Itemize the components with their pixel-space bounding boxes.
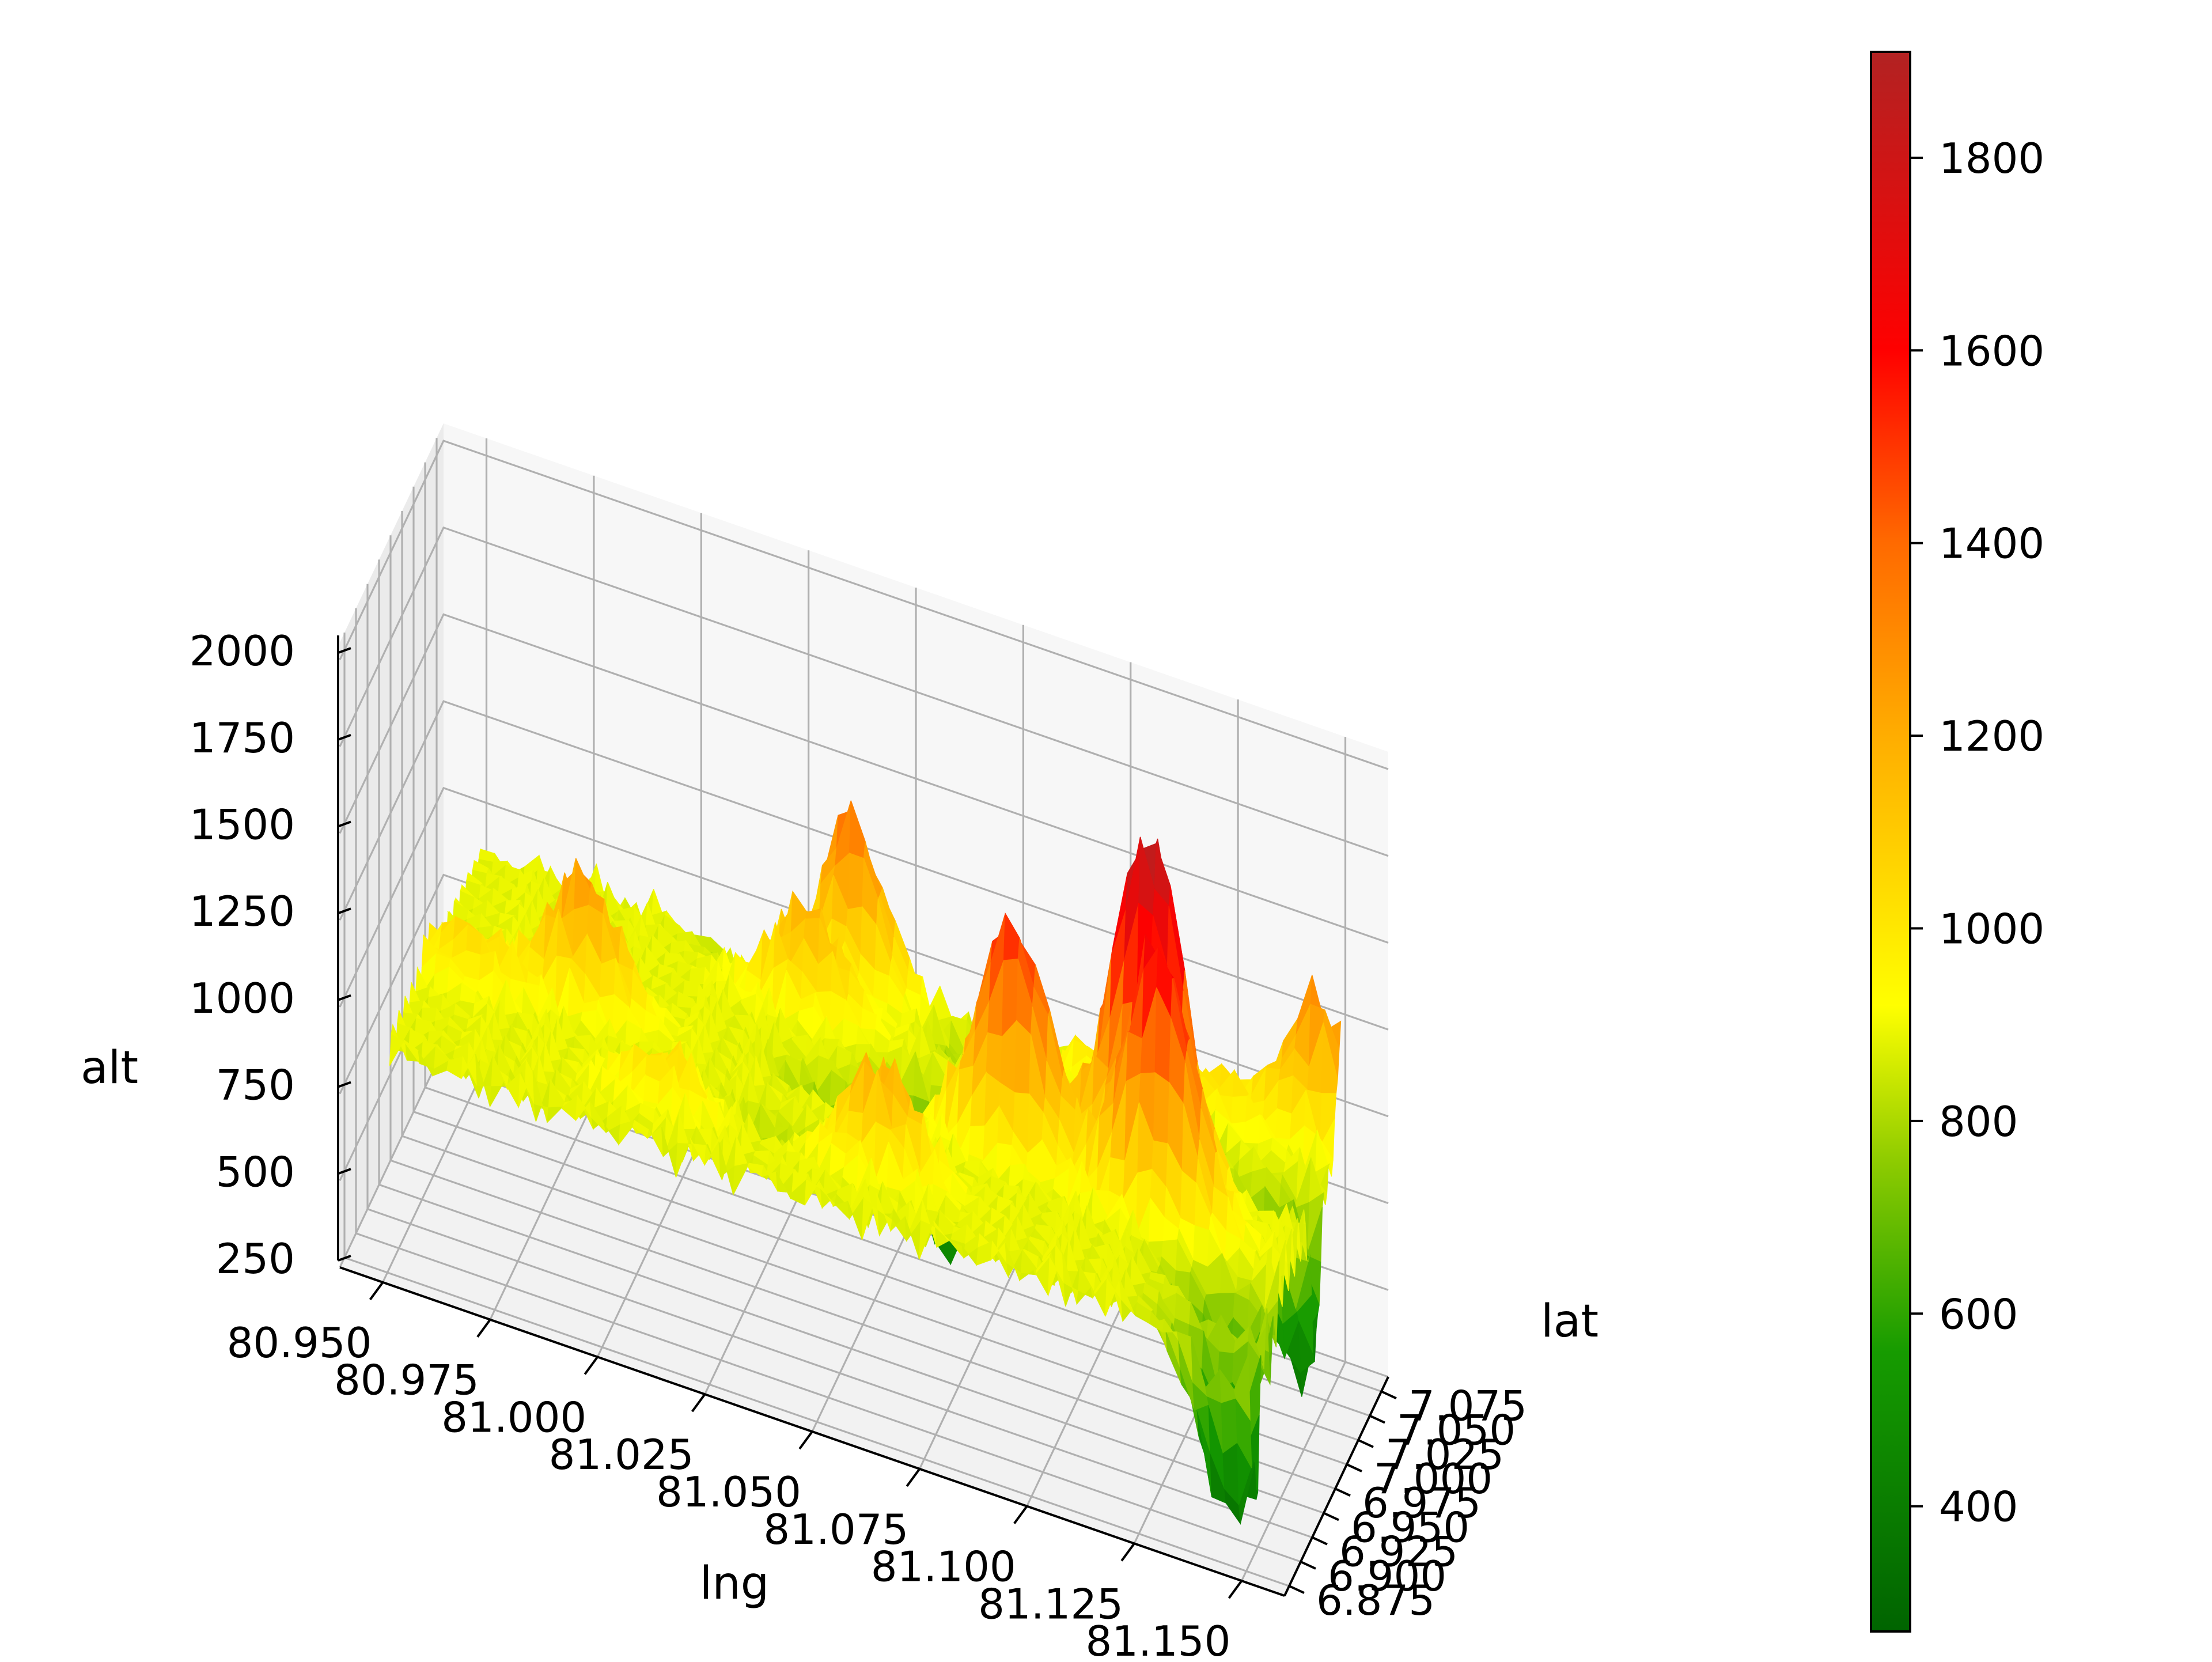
surface-patch	[689, 967, 706, 985]
z-tick-label: 1250	[190, 887, 295, 936]
z-gridline	[339, 440, 1389, 770]
x-tick-label: 81.000	[441, 1393, 586, 1441]
surface-patch	[1277, 1075, 1294, 1115]
colorbar-tick-label: 1200	[1939, 712, 2044, 760]
x-tick	[906, 1468, 921, 1487]
y-tick-label: 7.075	[1408, 1381, 1527, 1430]
y-tick-label: 7.025	[1385, 1430, 1504, 1479]
surface-patch	[1230, 1096, 1248, 1125]
x-tick	[476, 1319, 491, 1338]
x-tick	[1228, 1580, 1243, 1599]
z-gridline	[339, 526, 1389, 857]
colorbar-bar	[1870, 51, 1911, 1633]
x-tick	[798, 1430, 813, 1450]
y-tick-label: 7.000	[1374, 1455, 1493, 1503]
y-tick-label: 6.925	[1339, 1528, 1458, 1576]
colorbar-tick-label: 600	[1939, 1290, 2018, 1338]
z-tick	[338, 907, 351, 915]
y-tick	[1369, 1414, 1385, 1424]
z-gridline	[339, 786, 1389, 1118]
y-tick	[1335, 1487, 1351, 1497]
colorbar-tick-label: 1800	[1939, 134, 2044, 183]
y-tick	[1289, 1585, 1305, 1594]
x-tick	[369, 1281, 384, 1301]
x-axis-label: lng	[700, 1558, 770, 1610]
surface-patch	[1233, 1354, 1251, 1421]
surface-patch	[464, 950, 482, 981]
z-tick	[338, 733, 351, 741]
z-tick	[338, 1168, 351, 1175]
surface-patch	[1275, 1108, 1292, 1140]
y-axis-line	[1283, 1376, 1389, 1596]
y-tick	[1312, 1536, 1328, 1546]
surface-patch	[847, 853, 865, 910]
y-tick	[1300, 1561, 1316, 1570]
x-tick-label: 81.100	[871, 1543, 1016, 1591]
z-tick-label: 1750	[190, 714, 295, 762]
y-tick-label: 7.050	[1397, 1406, 1516, 1455]
y-tick-label: 6.875	[1316, 1576, 1435, 1625]
colorbar-tick-label: 1400	[1939, 520, 2044, 568]
surface-patch	[1153, 1072, 1170, 1144]
surface-patch	[1193, 1225, 1210, 1268]
y-tick-label: 6.975	[1362, 1479, 1481, 1527]
x-tick	[584, 1356, 599, 1375]
y-tick	[1358, 1438, 1374, 1448]
x-tick	[691, 1394, 706, 1413]
colorbar-tick-label: 800	[1939, 1097, 2018, 1146]
colorbar-tick-label: 1600	[1939, 327, 2044, 375]
x-tick-label: 81.050	[656, 1468, 801, 1516]
z-tick-label: 1000	[190, 974, 295, 1023]
colorbar: 400 600 800 1000 1200 1400 1600 1800	[1870, 51, 2044, 1633]
x-tick	[1013, 1505, 1028, 1524]
z-axis-label: alt	[81, 1042, 138, 1094]
z-tick-label: 1500	[190, 801, 295, 849]
colorbar-tick-label: 1000	[1939, 904, 2044, 953]
axis-ticks: 80.95080.97581.00081.02581.05081.07581.1…	[190, 627, 1527, 1662]
x-tick	[1120, 1543, 1135, 1562]
z-tick	[338, 1081, 351, 1088]
y-tick-label: 6.950	[1351, 1503, 1469, 1551]
y-axis-label: lat	[1541, 1296, 1599, 1347]
z-tick	[338, 647, 351, 654]
x-tick-label: 81.075	[763, 1505, 908, 1554]
z-gridline	[339, 700, 1389, 1031]
surface-patch	[599, 957, 616, 998]
x-tick-label: 81.150	[1085, 1617, 1230, 1659]
y-tick-label: 6.900	[1328, 1552, 1446, 1600]
y-tick	[1346, 1463, 1362, 1472]
z-tick-label: 250	[216, 1235, 295, 1283]
axis-labels: lng lat alt	[81, 1042, 1599, 1610]
z-tick-label: 2000	[190, 627, 295, 675]
y-tick	[1323, 1512, 1339, 1521]
z-tick-label: 500	[216, 1148, 295, 1196]
x-tick-label: 80.950	[227, 1319, 372, 1367]
x-tick-label: 80.975	[334, 1356, 479, 1404]
z-tick	[338, 1255, 351, 1262]
y-tick	[1381, 1390, 1397, 1400]
x-tick-label: 81.125	[978, 1580, 1123, 1628]
x-tick-label: 81.025	[549, 1430, 694, 1479]
z-tick	[338, 820, 351, 828]
z-tick-label: 750	[216, 1061, 295, 1110]
colorbar-tick-label: 400	[1939, 1483, 2018, 1531]
surface-mesh	[389, 800, 1342, 1525]
z-tick	[338, 994, 351, 1001]
z-gridline	[339, 613, 1389, 944]
